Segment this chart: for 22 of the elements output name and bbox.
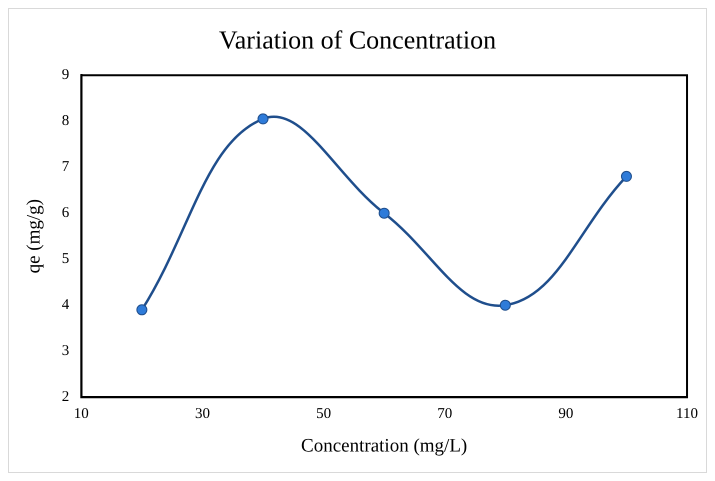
y-axis-title: qe (mg/g)	[23, 198, 44, 274]
y-tick-label: 3	[62, 343, 70, 360]
x-tick-label: 70	[437, 406, 452, 422]
y-tick-label: 8	[62, 113, 70, 130]
point	[378, 208, 390, 219]
x-tick-label: 110	[676, 406, 698, 422]
point	[500, 300, 511, 311]
y-tick-label: 4	[62, 297, 70, 314]
y-tick-label: 7	[62, 159, 70, 176]
point	[136, 304, 148, 316]
y-tick-label: 2	[62, 389, 70, 406]
y-tick-label: 6	[62, 205, 70, 222]
chart-title: Variation of Concentration	[218, 25, 496, 54]
point	[258, 113, 269, 124]
x-axis-title: Concentration (mg/L)	[301, 436, 468, 457]
y-tick-label: 5	[62, 251, 70, 268]
y-tick-label: 9	[62, 67, 70, 84]
x-tick-label: 90	[558, 406, 574, 422]
x-tick-label: 30	[194, 406, 210, 422]
x-tick-label: 50	[316, 406, 332, 422]
point	[620, 170, 632, 182]
x-tick-label: 10	[74, 406, 89, 422]
